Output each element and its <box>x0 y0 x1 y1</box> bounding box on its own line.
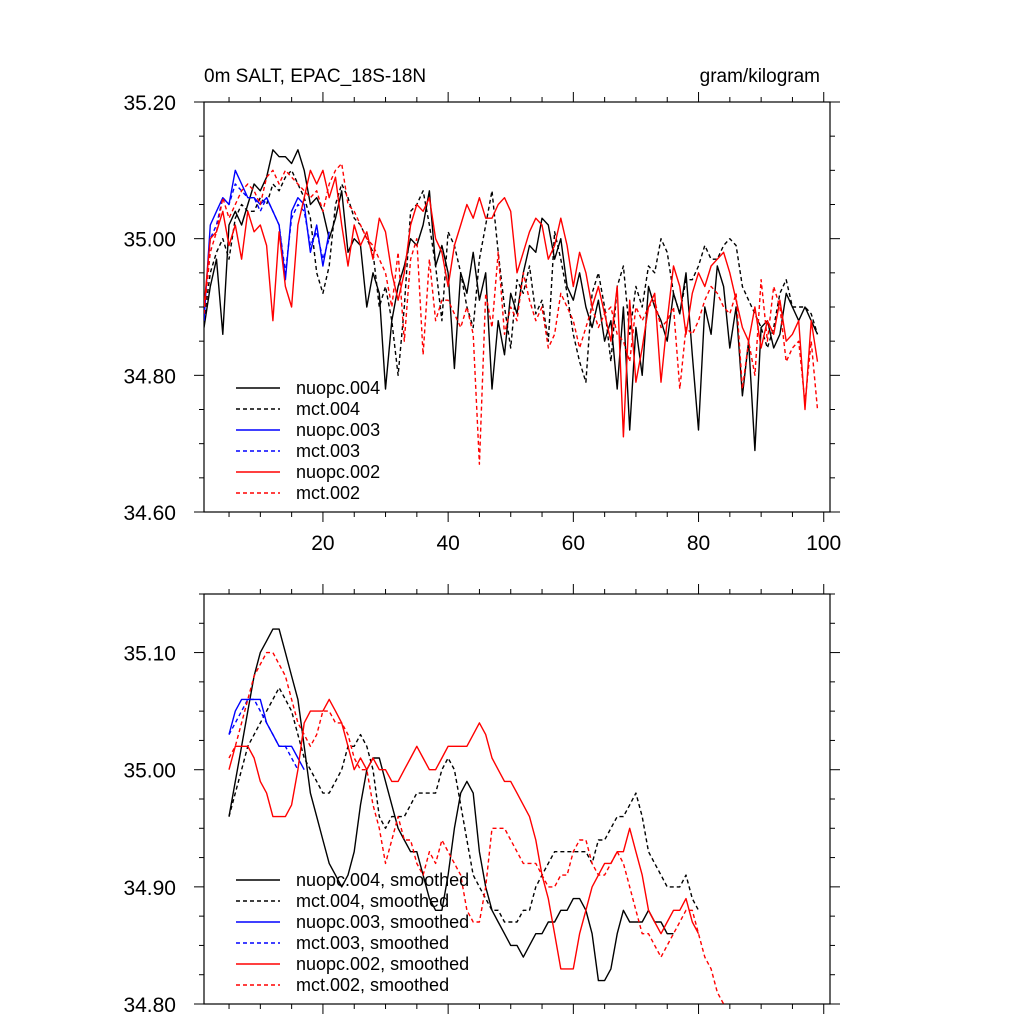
series-line-mct-003-smoothed <box>228 698 299 771</box>
legend-label: nuopc.003, smoothed <box>296 912 469 932</box>
legend-label: mct.002 <box>296 483 360 503</box>
top-panel-title: 0m SALT, EPAC_18S-18N <box>204 66 426 87</box>
legend-label: mct.003, smoothed <box>296 933 449 953</box>
y-tick-label: 35.00 <box>123 229 176 252</box>
x-tick-label: 80 <box>687 532 710 555</box>
y-tick-label: 34.80 <box>123 994 176 1017</box>
legend-label: nuopc.002 <box>296 462 380 482</box>
x-tick-label: 40 <box>436 532 459 555</box>
y-tick-label: 35.00 <box>123 760 176 783</box>
legend-label: nuopc.003 <box>296 420 380 440</box>
series-line-nuopc-002-smoothed <box>228 698 700 970</box>
series-line-mct-003 <box>204 183 330 314</box>
legend-label: mct.003 <box>296 441 360 461</box>
y-tick-label: 34.80 <box>123 365 176 388</box>
series-group <box>204 149 819 465</box>
x-tick-label: 100 <box>806 532 841 555</box>
y-tick-label: 34.90 <box>123 877 176 900</box>
series-line-nuopc-004 <box>204 149 819 452</box>
legend-label: nuopc.004, smoothed <box>296 870 469 890</box>
x-tick-label: 60 <box>562 532 585 555</box>
legend: nuopc.004mct.004nuopc.003mct.003nuopc.00… <box>236 378 380 503</box>
series-group <box>228 628 725 1004</box>
series-line-nuopc-002 <box>204 169 819 438</box>
legend-label: mct.004, smoothed <box>296 891 449 911</box>
top-panel: 0m SALT, EPAC_18S-18N gram/kilogram 20 40… <box>123 66 841 555</box>
series-line-mct-004-smoothed <box>228 687 700 923</box>
x-tick-label: 20 <box>311 532 334 555</box>
series-line-nuopc-004-smoothed <box>228 628 674 982</box>
legend-label: nuopc.004 <box>296 378 380 398</box>
legend-label: nuopc.002, smoothed <box>296 954 469 974</box>
legend-label: mct.002, smoothed <box>296 975 449 995</box>
series-line-mct-004 <box>204 169 819 383</box>
y-tick-label: 35.10 <box>123 643 176 666</box>
y-tick-label: 35.20 <box>123 92 176 115</box>
series-line-mct-002 <box>204 162 819 465</box>
top-panel-units: gram/kilogram <box>700 66 820 87</box>
legend-label: mct.004 <box>296 399 360 419</box>
y-tick-label: 34.60 <box>123 502 176 525</box>
